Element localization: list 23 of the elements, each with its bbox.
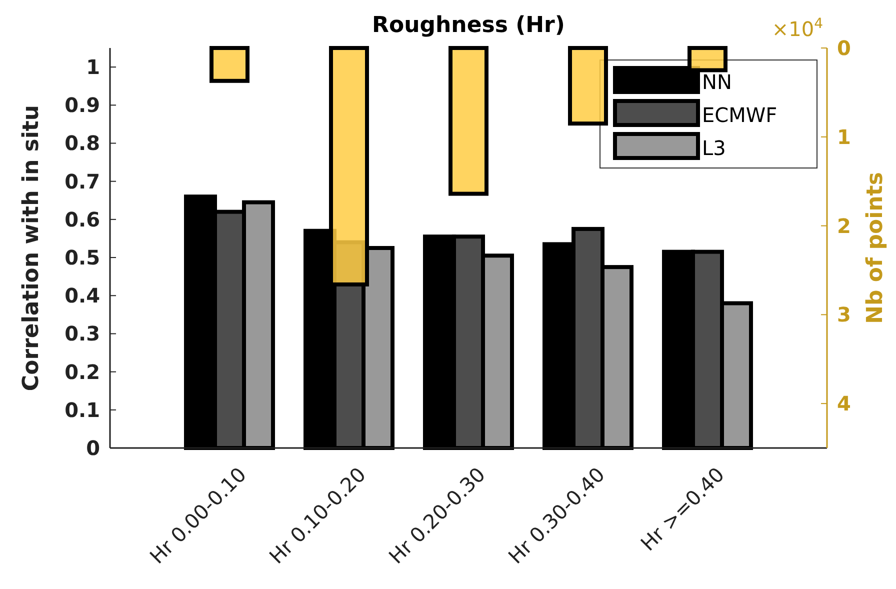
text: ×10$^{4}$ bbox=[772, 16, 824, 41]
y2-tick-label: 4 bbox=[837, 392, 851, 416]
y-tick-label: 0.3 bbox=[64, 322, 100, 346]
y-tick-label: 0.6 bbox=[64, 207, 100, 232]
y-tick-label: 0.5 bbox=[64, 246, 100, 270]
y2-tick-label: 3 bbox=[837, 302, 851, 327]
chart-title: Roughness (Hr) bbox=[372, 13, 565, 38]
legend-label: NN bbox=[702, 70, 732, 94]
y2-tick-label: 0 bbox=[837, 36, 851, 60]
y-tick-label: 0.1 bbox=[64, 398, 100, 422]
y2-axis-title: Nb of points bbox=[863, 172, 888, 324]
y-axis-title: Correlation with in situ bbox=[19, 104, 44, 392]
y-tick-label: 0.7 bbox=[64, 169, 100, 194]
legend-label: ECMWF bbox=[702, 103, 778, 127]
y2-tick-label: 2 bbox=[837, 214, 851, 238]
y-tick-label: 0.8 bbox=[64, 131, 100, 156]
y-tick-label: 1 bbox=[86, 55, 100, 80]
y-tick-label: 0 bbox=[86, 436, 100, 460]
legend-label: L3 bbox=[702, 136, 726, 160]
y-tick-label: 0.4 bbox=[64, 284, 100, 308]
y2-tick-label: 1 bbox=[837, 124, 851, 149]
y-tick-label: 0.9 bbox=[64, 93, 100, 118]
y-tick-label: 0.2 bbox=[64, 360, 100, 384]
